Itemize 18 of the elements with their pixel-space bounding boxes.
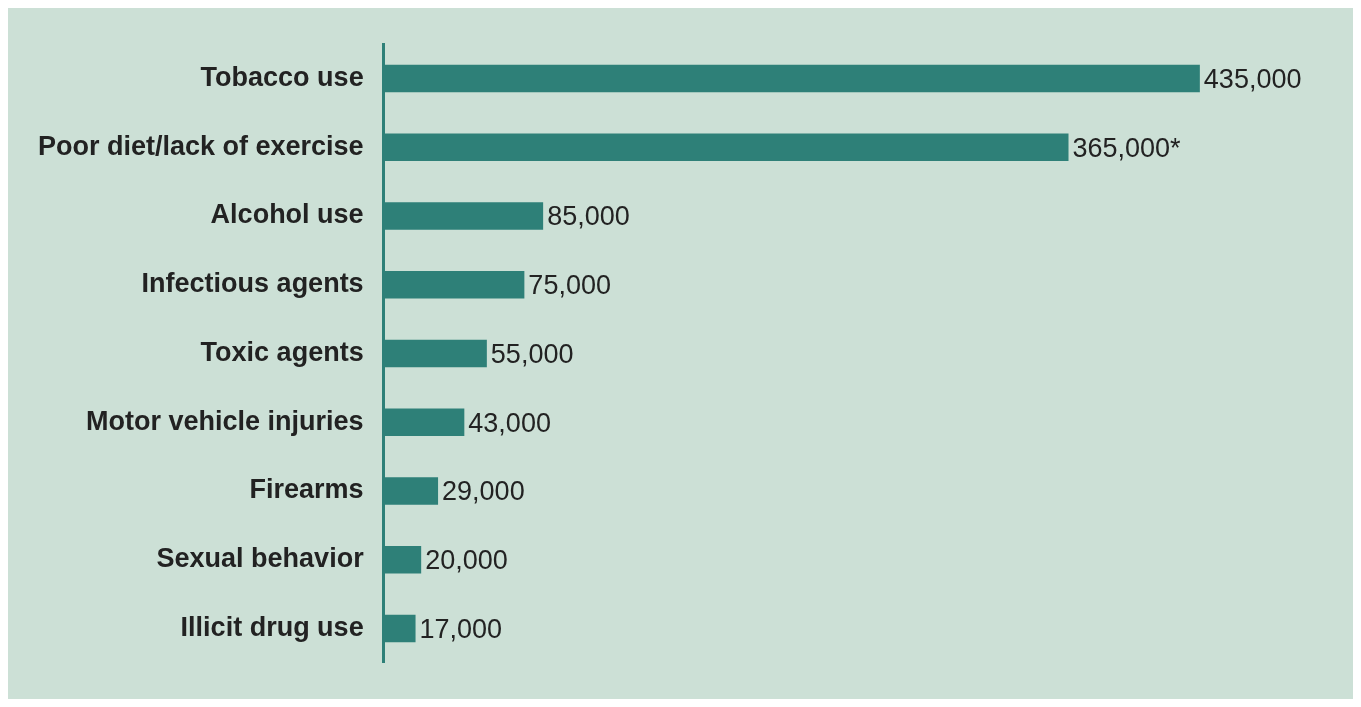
y-tick-label: Alcohol use — [210, 199, 364, 230]
y-tick-label: Infectious agents — [141, 268, 364, 299]
y-tick-label: Tobacco use — [200, 62, 364, 93]
y-tick-label: Illicit drug use — [180, 611, 364, 642]
data-label: 435,000 — [1203, 64, 1302, 95]
data-label: 85,000 — [547, 201, 630, 232]
data-label: 55,000 — [490, 338, 574, 369]
data-label: 17,000 — [419, 613, 503, 644]
data-label: 43,000 — [468, 407, 551, 438]
y-tick-label: Poor diet/lack of exercise — [37, 130, 364, 161]
y-tick-label: Firearms — [249, 474, 364, 505]
data-label: 365,000* — [1072, 132, 1182, 163]
data-label: 20,000 — [425, 545, 508, 576]
y-tick-label: Sexual behavior — [156, 543, 365, 574]
y-tick-label: Toxic agents — [200, 336, 364, 367]
data-label: 75,000 — [528, 270, 611, 301]
data-label: 29,000 — [442, 476, 525, 507]
y-tick-label: Motor vehicle injuries — [86, 405, 364, 436]
